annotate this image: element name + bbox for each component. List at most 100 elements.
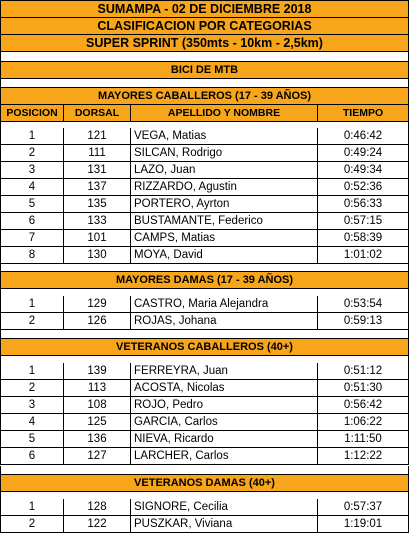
cell-posicion: 5 — [1, 196, 64, 212]
column-header-nombre: APELLIDO Y NOMBRE — [131, 105, 318, 121]
cell-tiempo: 0:52:36 — [343, 181, 383, 193]
cell-nombre: ROJAS, Johana — [131, 313, 318, 329]
cell-dorsal: 113 — [64, 380, 131, 396]
gap — [0, 492, 409, 499]
cell-nombre: MOYA, David — [131, 247, 318, 263]
result-row: 6 127 LARCHER, Carlos 1:12:22 — [0, 448, 409, 465]
cell-tiempo: 1:19:01 — [343, 518, 383, 530]
gap — [0, 289, 409, 296]
cell-tiempo: 0:49:24 — [343, 147, 383, 159]
cell-tiempo: 0:57:15 — [343, 215, 383, 227]
cell-nombre: SILCAN, Rodrigo — [131, 145, 318, 161]
cell-nombre: LARCHER, Carlos — [131, 448, 318, 464]
cell-nombre: SIGNORE, Cecilia — [131, 499, 318, 515]
cell-tiempo: 0:51:12 — [343, 365, 383, 377]
cell-tiempo: 0:59:13 — [343, 315, 383, 327]
cell-dorsal: 137 — [64, 179, 131, 195]
result-row: 4 137 RIZZARDO, Agustin 0:52:36 — [0, 179, 409, 196]
result-row: 8 130 MOYA, David 1:01:02 — [0, 247, 409, 264]
race-format-title: SUPER SPRINT (350mts - 10km - 2,5km) — [0, 34, 409, 52]
gap — [0, 52, 409, 61]
result-row: 2 126 ROJAS, Johana 0:59:13 — [0, 313, 409, 330]
cell-dorsal: 125 — [64, 414, 131, 430]
cell-tiempo: 0:51:30 — [343, 382, 383, 394]
cell-dorsal: 111 — [64, 145, 131, 161]
result-row: 1 121 VEGA, Matias 0:46:42 — [0, 128, 409, 145]
cell-tiempo: 0:53:54 — [343, 298, 383, 310]
result-row: 7 101 CAMPS, Matias 0:58:39 — [0, 230, 409, 247]
cell-dorsal: 126 — [64, 313, 131, 329]
cell-dorsal: 121 — [64, 128, 131, 144]
cell-nombre: RIZZARDO, Agustin — [131, 179, 318, 195]
cell-posicion: 5 — [1, 431, 64, 447]
cell-posicion: 7 — [1, 230, 64, 246]
cell-tiempo: 1:06:22 — [343, 416, 383, 428]
cell-dorsal: 136 — [64, 431, 131, 447]
column-header-row: POSICION DORSAL APELLIDO Y NOMBRE TIEMPO — [0, 104, 409, 122]
cell-tiempo: 0:56:42 — [343, 399, 383, 411]
cell-tiempo: 0:49:34 — [343, 164, 383, 176]
cell-tiempo: 1:12:22 — [343, 450, 383, 462]
result-row: 5 135 PORTERO, Ayrton 0:56:33 — [0, 196, 409, 213]
cell-dorsal: 122 — [64, 516, 131, 532]
cell-posicion: 4 — [1, 414, 64, 430]
cell-tiempo: 1:01:02 — [343, 249, 383, 261]
cell-nombre: CASTRO, Maria Alejandra — [131, 296, 318, 312]
cell-nombre: ROJO, Pedro — [131, 397, 318, 413]
cell-posicion: 1 — [1, 296, 64, 312]
cell-dorsal: 133 — [64, 213, 131, 229]
cell-tiempo: 0:56:33 — [343, 198, 383, 210]
cell-nombre: FERREYRA, Juan — [131, 363, 318, 379]
gap — [0, 330, 409, 338]
cell-dorsal: 127 — [64, 448, 131, 464]
cell-nombre: PUSZKAR, Viviana — [131, 516, 318, 532]
result-row: 5 136 NIEVA, Ricardo 1:11:50 — [0, 431, 409, 448]
cell-tiempo: 0:58:39 — [343, 232, 383, 244]
cell-dorsal: 131 — [64, 162, 131, 178]
result-row: 2 113 ACOSTA, Nicolas 0:51:30 — [0, 380, 409, 397]
category-title: VETERANOS DAMAS (40+) — [0, 474, 409, 492]
result-row: 1 139 FERREYRA, Juan 0:51:12 — [0, 363, 409, 380]
cell-posicion: 2 — [1, 380, 64, 396]
cell-dorsal: 135 — [64, 196, 131, 212]
result-row: 2 122 PUSZKAR, Viviana 1:19:01 — [0, 516, 409, 533]
result-row: 4 125 GARCIA, Carlos 1:06:22 — [0, 414, 409, 431]
cell-tiempo: 0:46:42 — [343, 130, 383, 142]
cell-tiempo: 1:11:50 — [344, 433, 382, 445]
cell-dorsal: 128 — [64, 499, 131, 515]
cell-nombre: CAMPS, Matias — [131, 230, 318, 246]
cell-posicion: 2 — [1, 313, 64, 329]
cell-posicion: 1 — [1, 363, 64, 379]
cell-dorsal: 101 — [64, 230, 131, 246]
cell-dorsal: 108 — [64, 397, 131, 413]
cell-posicion: 6 — [1, 213, 64, 229]
column-header-dorsal: DORSAL — [64, 105, 131, 121]
gap — [0, 264, 409, 271]
category-title: MAYORES DAMAS (17 - 39 AÑOS) — [0, 271, 409, 289]
cell-posicion: 2 — [1, 516, 64, 532]
cell-nombre: VEGA, Matias — [131, 128, 318, 144]
cell-posicion: 2 — [1, 145, 64, 161]
cell-nombre: PORTERO, Ayrton — [131, 196, 318, 212]
cell-nombre: ACOSTA, Nicolas — [131, 380, 318, 396]
cell-posicion: 3 — [1, 162, 64, 178]
gap — [0, 356, 409, 363]
cell-nombre: LAZO, Juan — [131, 162, 318, 178]
cell-nombre: NIEVA, Ricardo — [131, 431, 318, 447]
category-title: MAYORES CABALLEROS (17 - 39 AÑOS) — [0, 87, 409, 105]
cell-dorsal: 129 — [64, 296, 131, 312]
event-title: SUMAMPA - 02 DE DICIEMBRE 2018 — [0, 0, 409, 17]
gap — [0, 466, 409, 474]
cell-dorsal: 130 — [64, 247, 131, 263]
cell-posicion: 6 — [1, 448, 64, 464]
result-row: 2 111 SILCAN, Rodrigo 0:49:24 — [0, 145, 409, 162]
cell-posicion: 3 — [1, 397, 64, 413]
cell-posicion: 4 — [1, 179, 64, 195]
result-row: 6 133 BUSTAMANTE, Federico 0:57:15 — [0, 213, 409, 230]
cell-dorsal: 139 — [64, 363, 131, 379]
result-row: 1 129 CASTRO, Maria Alejandra 0:53:54 — [0, 296, 409, 313]
cell-posicion: 1 — [1, 499, 64, 515]
discipline-title: BICI DE MTB — [0, 61, 409, 79]
column-header-posicion: POSICION — [1, 105, 64, 121]
